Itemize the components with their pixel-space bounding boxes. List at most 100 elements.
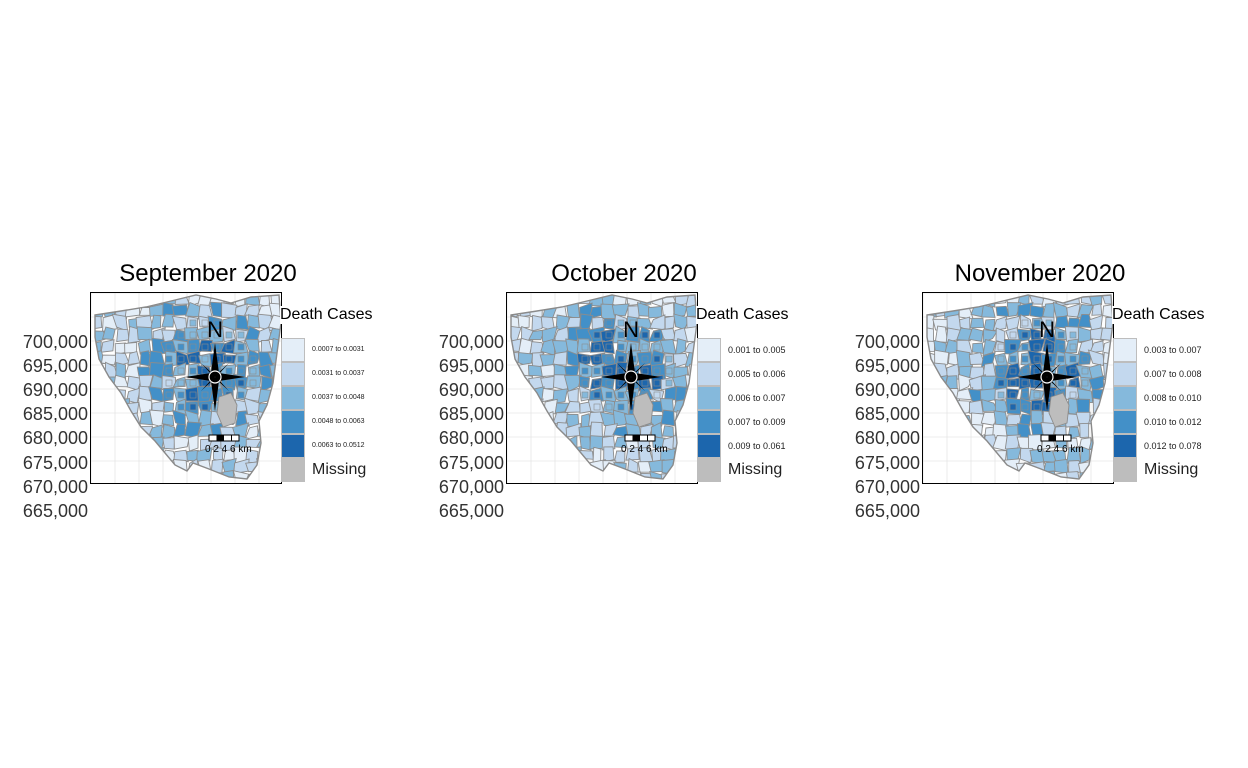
district-polygon	[969, 472, 987, 479]
district-polygon	[165, 355, 173, 363]
district-polygon	[1021, 343, 1029, 351]
choropleth-map: N 0 2 4 6 km	[507, 293, 697, 483]
legend-title: Death Cases	[696, 306, 791, 324]
district-polygon	[511, 295, 518, 307]
legend-swatch	[697, 362, 721, 386]
map-frame: N 0 2 4 6 km	[922, 292, 1114, 484]
district-polygon	[653, 331, 661, 339]
district-polygon	[201, 403, 209, 411]
district-polygon	[1017, 302, 1034, 317]
district-polygon	[517, 314, 530, 329]
district-polygon	[605, 355, 613, 363]
district-polygon	[579, 313, 594, 332]
district-polygon	[605, 367, 613, 375]
district-polygon	[617, 331, 625, 339]
district-polygon	[653, 355, 661, 363]
north-arrow: N	[601, 317, 661, 411]
district-polygon	[172, 470, 186, 479]
legend-swatch	[1113, 338, 1137, 362]
panel-title: November 2020	[954, 260, 1126, 287]
district-polygon	[102, 437, 116, 449]
y-tick-label: 665,000	[854, 501, 920, 521]
district-polygon	[101, 473, 115, 479]
district-polygon	[516, 460, 531, 476]
district-polygon	[660, 328, 677, 341]
district-polygon	[100, 339, 115, 353]
district-polygon	[554, 435, 568, 452]
district-polygon	[566, 472, 581, 479]
district-polygon	[1100, 435, 1113, 451]
scale-label: 0 2 4 6 km	[621, 444, 668, 455]
district-polygon	[946, 413, 962, 427]
district-polygon	[593, 379, 601, 387]
district-polygon	[1021, 379, 1029, 387]
map-frame: N 0 2 4 6 km	[90, 292, 282, 484]
district-polygon	[1009, 343, 1017, 351]
district-polygon	[1089, 327, 1105, 341]
district-polygon	[213, 343, 221, 351]
district-polygon	[625, 446, 640, 461]
district-polygon	[172, 423, 186, 438]
y-tick-label: 695,000	[854, 356, 920, 376]
district-polygon	[927, 422, 936, 438]
district-polygon	[593, 403, 601, 411]
district-polygon	[1081, 367, 1089, 375]
y-tick-label: 700,000	[22, 332, 88, 352]
district-polygon	[605, 391, 613, 399]
district-polygon	[137, 446, 154, 462]
district-polygon	[259, 446, 272, 462]
district-polygon	[1021, 319, 1029, 327]
district-polygon	[165, 391, 173, 399]
district-polygon	[946, 448, 959, 463]
district-polygon	[927, 462, 938, 474]
district-polygon	[201, 355, 209, 363]
district-polygon	[927, 295, 937, 306]
district-polygon	[581, 355, 589, 363]
district-polygon	[684, 411, 697, 428]
district-polygon	[162, 473, 178, 479]
district-polygon	[529, 295, 544, 307]
district-polygon	[1028, 472, 1045, 479]
district-polygon	[511, 422, 522, 439]
district-polygon	[189, 367, 197, 375]
district-polygon	[662, 425, 674, 438]
district-polygon	[957, 460, 972, 475]
scale-bar: 0 2 4 6 km	[621, 434, 668, 455]
district-polygon	[196, 474, 211, 479]
district-polygon	[249, 355, 257, 363]
district-polygon	[613, 450, 626, 463]
district-polygon	[676, 469, 687, 479]
district-polygon	[511, 398, 518, 413]
north-label: N	[623, 317, 639, 342]
legend-swatch	[697, 410, 721, 434]
district-polygon	[947, 470, 962, 479]
district-polygon	[126, 460, 141, 474]
district-polygon	[138, 306, 152, 316]
y-tick-label: 670,000	[438, 477, 504, 497]
district-polygon	[1033, 391, 1041, 399]
district-polygon	[1100, 295, 1113, 305]
district-polygon	[260, 339, 273, 354]
legend-label: 0.008 to 0.010	[1144, 393, 1202, 403]
legend-swatch	[697, 434, 721, 458]
district-polygon	[177, 355, 185, 363]
district-polygon	[576, 471, 594, 479]
north-arrow: N	[185, 317, 245, 411]
legend-label: 0.010 to 0.012	[1144, 417, 1202, 427]
district-polygon	[189, 331, 197, 339]
district-polygon	[617, 355, 625, 363]
legend-swatch	[281, 386, 305, 410]
district-polygon	[177, 343, 185, 351]
district-polygon	[1006, 413, 1022, 426]
district-polygon	[136, 326, 153, 341]
district-polygon	[933, 446, 948, 463]
district-polygon	[927, 433, 935, 450]
district-polygon	[997, 391, 1005, 399]
district-polygon	[997, 379, 1005, 387]
district-polygon	[943, 423, 960, 439]
district-polygon	[173, 449, 189, 463]
district-polygon	[161, 414, 175, 427]
district-polygon	[532, 433, 547, 449]
y-tick-label: 675,000	[22, 453, 88, 473]
district-polygon	[982, 339, 997, 357]
